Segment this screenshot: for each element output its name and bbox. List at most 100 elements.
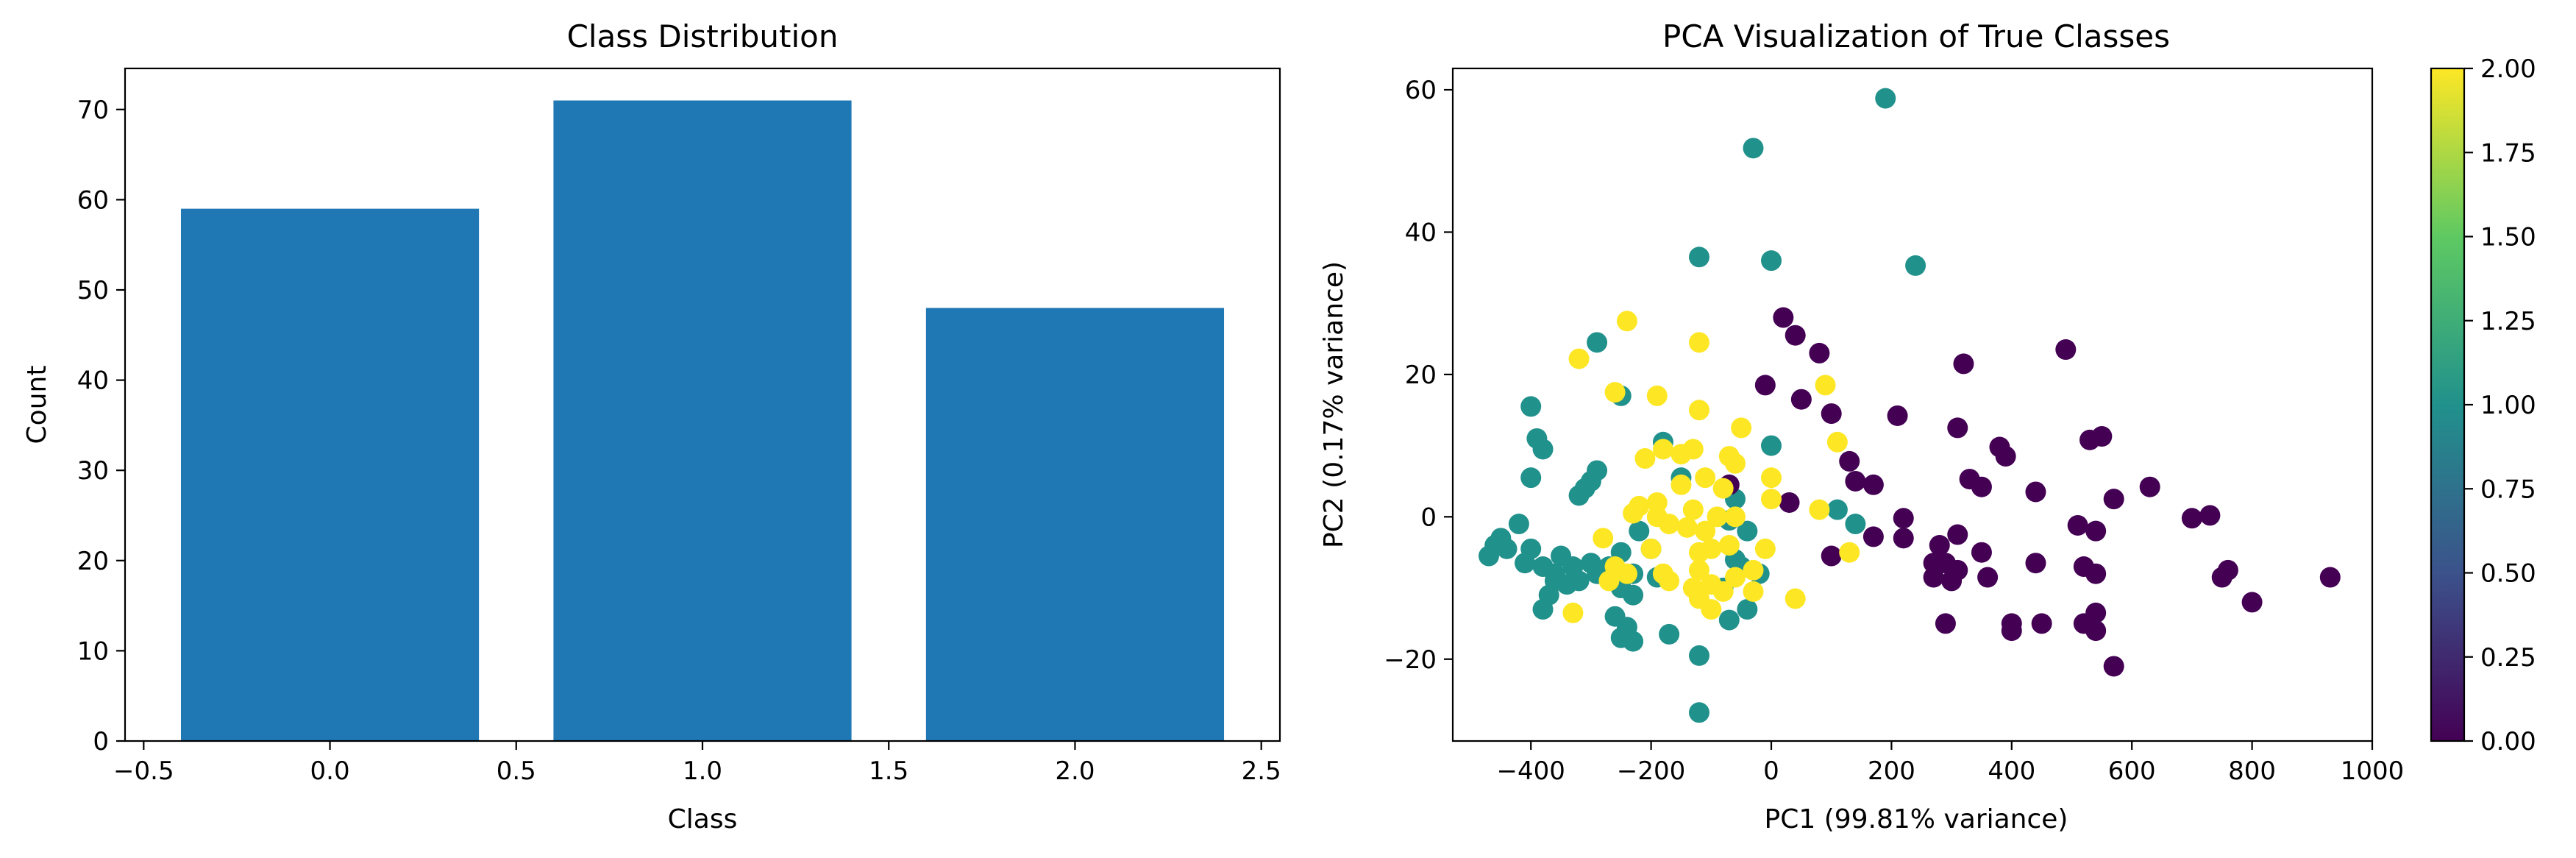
scatter-chart: PCA Visualization of True Classes −400 −2… (1319, 18, 2404, 834)
scatter-point (1893, 528, 1914, 549)
scatter-point (1676, 517, 1698, 538)
bar-x-axis-label: Class (668, 804, 738, 834)
scatter-point (1845, 470, 1866, 492)
scatter-point (1520, 396, 1542, 417)
y-tick-label: 40 (77, 366, 109, 396)
scatter-point (1737, 599, 1758, 620)
scatter-point (1659, 514, 1680, 535)
scatter-point (1754, 375, 1776, 396)
scatter-point (1604, 382, 1626, 403)
x-tick-label: 800 (2228, 756, 2276, 786)
scatter-point (2139, 476, 2160, 497)
x-tick-label: 1000 (2341, 756, 2405, 786)
scatter-point (1508, 514, 1529, 535)
y-tick-label: 60 (77, 185, 109, 215)
scatter-point (1562, 602, 1584, 623)
scatter-point (1947, 524, 1968, 545)
scatter-point (2055, 339, 2077, 361)
scatter-point (1862, 474, 1884, 495)
scatter-point (1743, 559, 1764, 581)
colorbar-tick-label: 2.00 (2480, 54, 2536, 84)
bar (180, 208, 480, 741)
scatter-point (1809, 499, 1830, 520)
scatter-point (1785, 588, 1806, 609)
scatter-point (1779, 492, 1800, 513)
scatter-point (1809, 342, 1830, 364)
scatter-point (1568, 348, 1590, 369)
scatter-point (1718, 535, 1740, 556)
scatter-point (1623, 503, 1644, 524)
y-tick-label: 30 (77, 456, 109, 486)
scatter-point (1971, 542, 1992, 563)
scatter-point (1839, 450, 1860, 472)
scatter-point (1773, 307, 1794, 328)
colorbar-tick-label: 0.50 (2480, 559, 2536, 589)
scatter-point (1520, 467, 1542, 489)
scatter-point (2085, 520, 2107, 542)
scatter-point (2103, 489, 2124, 510)
y-tick-label: 0 (1420, 503, 1437, 532)
scatter-point (1695, 520, 1716, 542)
bar-plot-frame (124, 67, 1281, 742)
x-tick-label: −200 (1617, 756, 1685, 786)
y-tick-label: 60 (1405, 76, 1437, 105)
colorbar-gradient (2431, 68, 2464, 741)
x-tick-label: −400 (1497, 756, 1565, 786)
scatter-point (1707, 506, 1728, 528)
bar-chart: Class Distribution −0.5 0.0 0.5 1.0 1.5 2.0 2.… (22, 18, 1281, 834)
scatter-point (1646, 492, 1668, 513)
bar-marks (180, 100, 1225, 742)
bar (553, 100, 852, 741)
scatter-point (1496, 538, 1518, 559)
scatter-point (1724, 567, 1746, 588)
scatter-point (1941, 570, 1963, 592)
x-tick-label: 400 (1988, 756, 2035, 786)
scatter-point (1754, 538, 1776, 559)
scatter-point (1532, 439, 1554, 460)
y-tick-label: 20 (1405, 361, 1437, 390)
scatter-point (1724, 506, 1746, 528)
scatter-point (1785, 325, 1806, 346)
scatter-point (1953, 353, 1974, 375)
scatter-point (1479, 545, 1500, 567)
scatter-point (1688, 559, 1709, 581)
scatter-point (1688, 332, 1709, 353)
scatter-point (1634, 448, 1656, 469)
scatter-point (2199, 505, 2221, 526)
colorbar-tick-label: 0.75 (2480, 475, 2536, 504)
scatter-point (1724, 453, 1746, 474)
scatter-point (1587, 332, 1608, 353)
x-tick-label: 0 (1763, 756, 1779, 786)
scatter-point (1671, 474, 1692, 495)
scatter-point (2025, 481, 2046, 503)
scatter-point (2085, 620, 2107, 642)
scatter-point (1971, 476, 1992, 497)
scatter-point (1887, 405, 1908, 426)
scatter-point (2025, 553, 2046, 574)
x-tick-label: 2.5 (1242, 756, 1281, 786)
y-tick-label: 10 (77, 637, 109, 666)
scatter-point (1743, 581, 1764, 602)
scatter-point (1659, 570, 1680, 592)
scatter-point (1646, 385, 1668, 406)
scatter-point (1790, 389, 1812, 410)
scatter-point (1947, 417, 1968, 439)
colorbar-tick-label: 0.00 (2480, 727, 2536, 756)
scatter-point (1862, 526, 1884, 547)
scatter-point (1923, 567, 1944, 588)
scatter-point (1743, 138, 1764, 159)
scatter-point (2319, 567, 2341, 588)
scatter-point (1712, 581, 1734, 602)
scatter-chart-title: PCA Visualization of True Classes (1662, 18, 2170, 54)
scatter-point (1568, 485, 1590, 506)
scatter-point (1995, 446, 2016, 467)
scatter-point (1568, 570, 1590, 592)
colorbar-tick-label: 1.50 (2480, 223, 2536, 252)
colorbar-tick-label: 1.00 (2480, 391, 2536, 420)
scatter-point (1616, 311, 1637, 332)
x-tick-label: −0.5 (113, 756, 174, 786)
bar-chart-title: Class Distribution (567, 18, 839, 54)
scatter-point (1905, 255, 1926, 276)
scatter-point (2067, 514, 2088, 536)
